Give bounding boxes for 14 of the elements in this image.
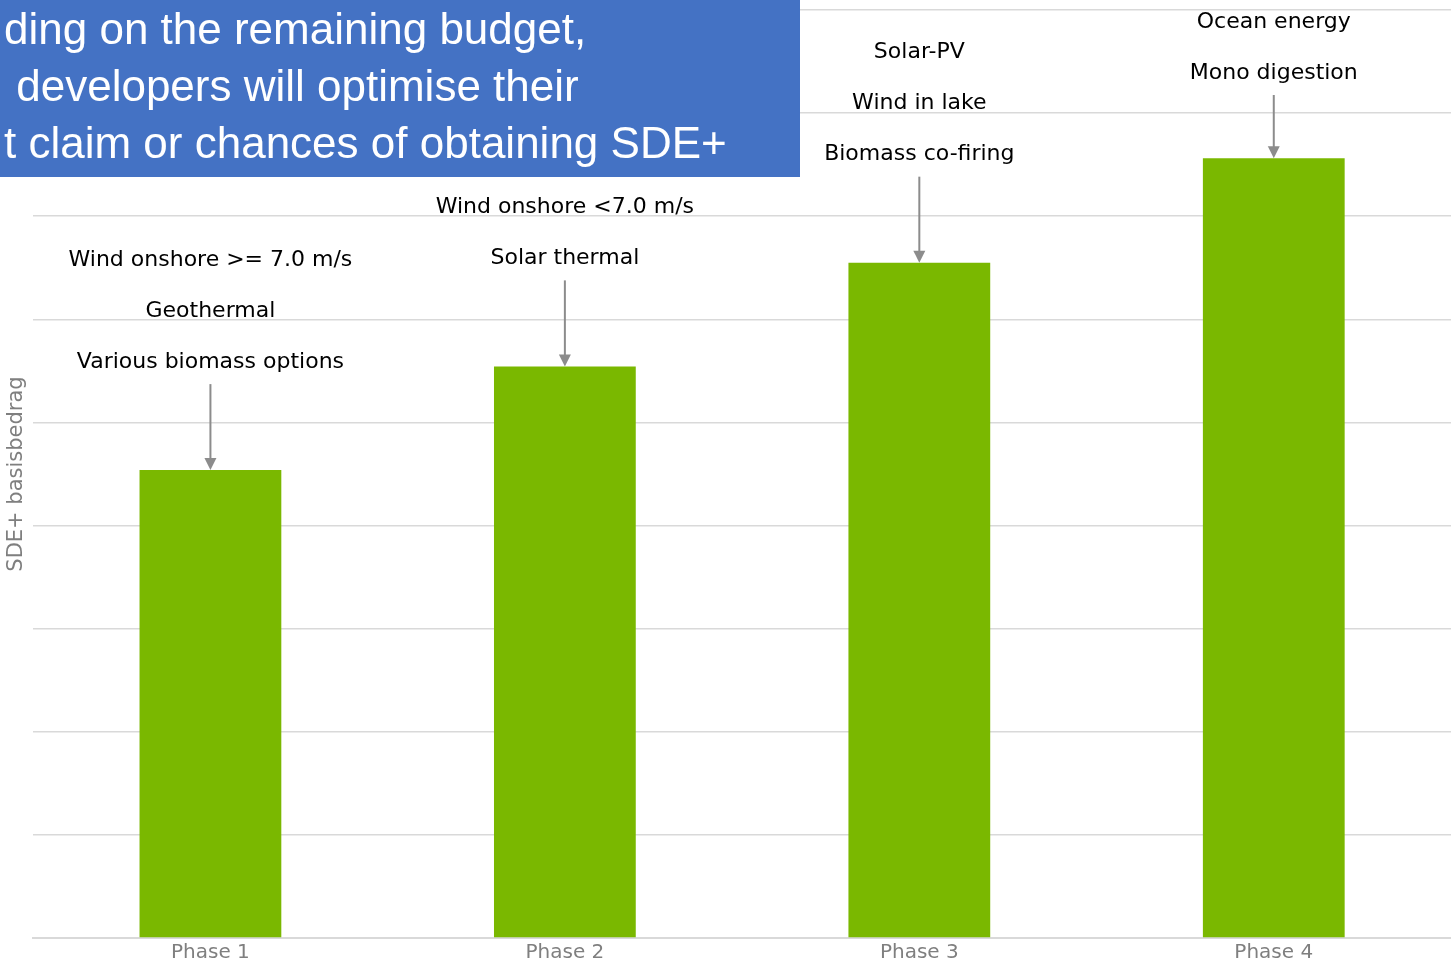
annotation: Wind onshore >= 7.0 m/s Geothermal Various biomass options bbox=[68, 245, 353, 373]
y-axis-title: SDE+ basisbedrag bbox=[3, 376, 28, 572]
bar bbox=[493, 366, 636, 938]
bar bbox=[1202, 158, 1345, 938]
annotation: Wind onshore <7.0 m/s Solar thermal bbox=[435, 193, 695, 270]
x-tick-label: Phase 2 bbox=[525, 939, 605, 964]
x-tick-label: Phase 3 bbox=[879, 939, 959, 964]
bar bbox=[139, 470, 282, 938]
annotation: ding on the remaining budget, developers will optimise their t claim or chances of obtaining SDE+ bbox=[0, 0, 800, 177]
bar bbox=[848, 262, 991, 938]
x-tick-label: Phase 1 bbox=[171, 939, 250, 964]
annotation: Solar-PV Wind in lake Biomass co-firing bbox=[824, 38, 1015, 166]
x-tick-label: Phase 4 bbox=[1234, 939, 1314, 964]
text: Ocean energy Mono digestion bbox=[1189, 7, 1358, 84]
